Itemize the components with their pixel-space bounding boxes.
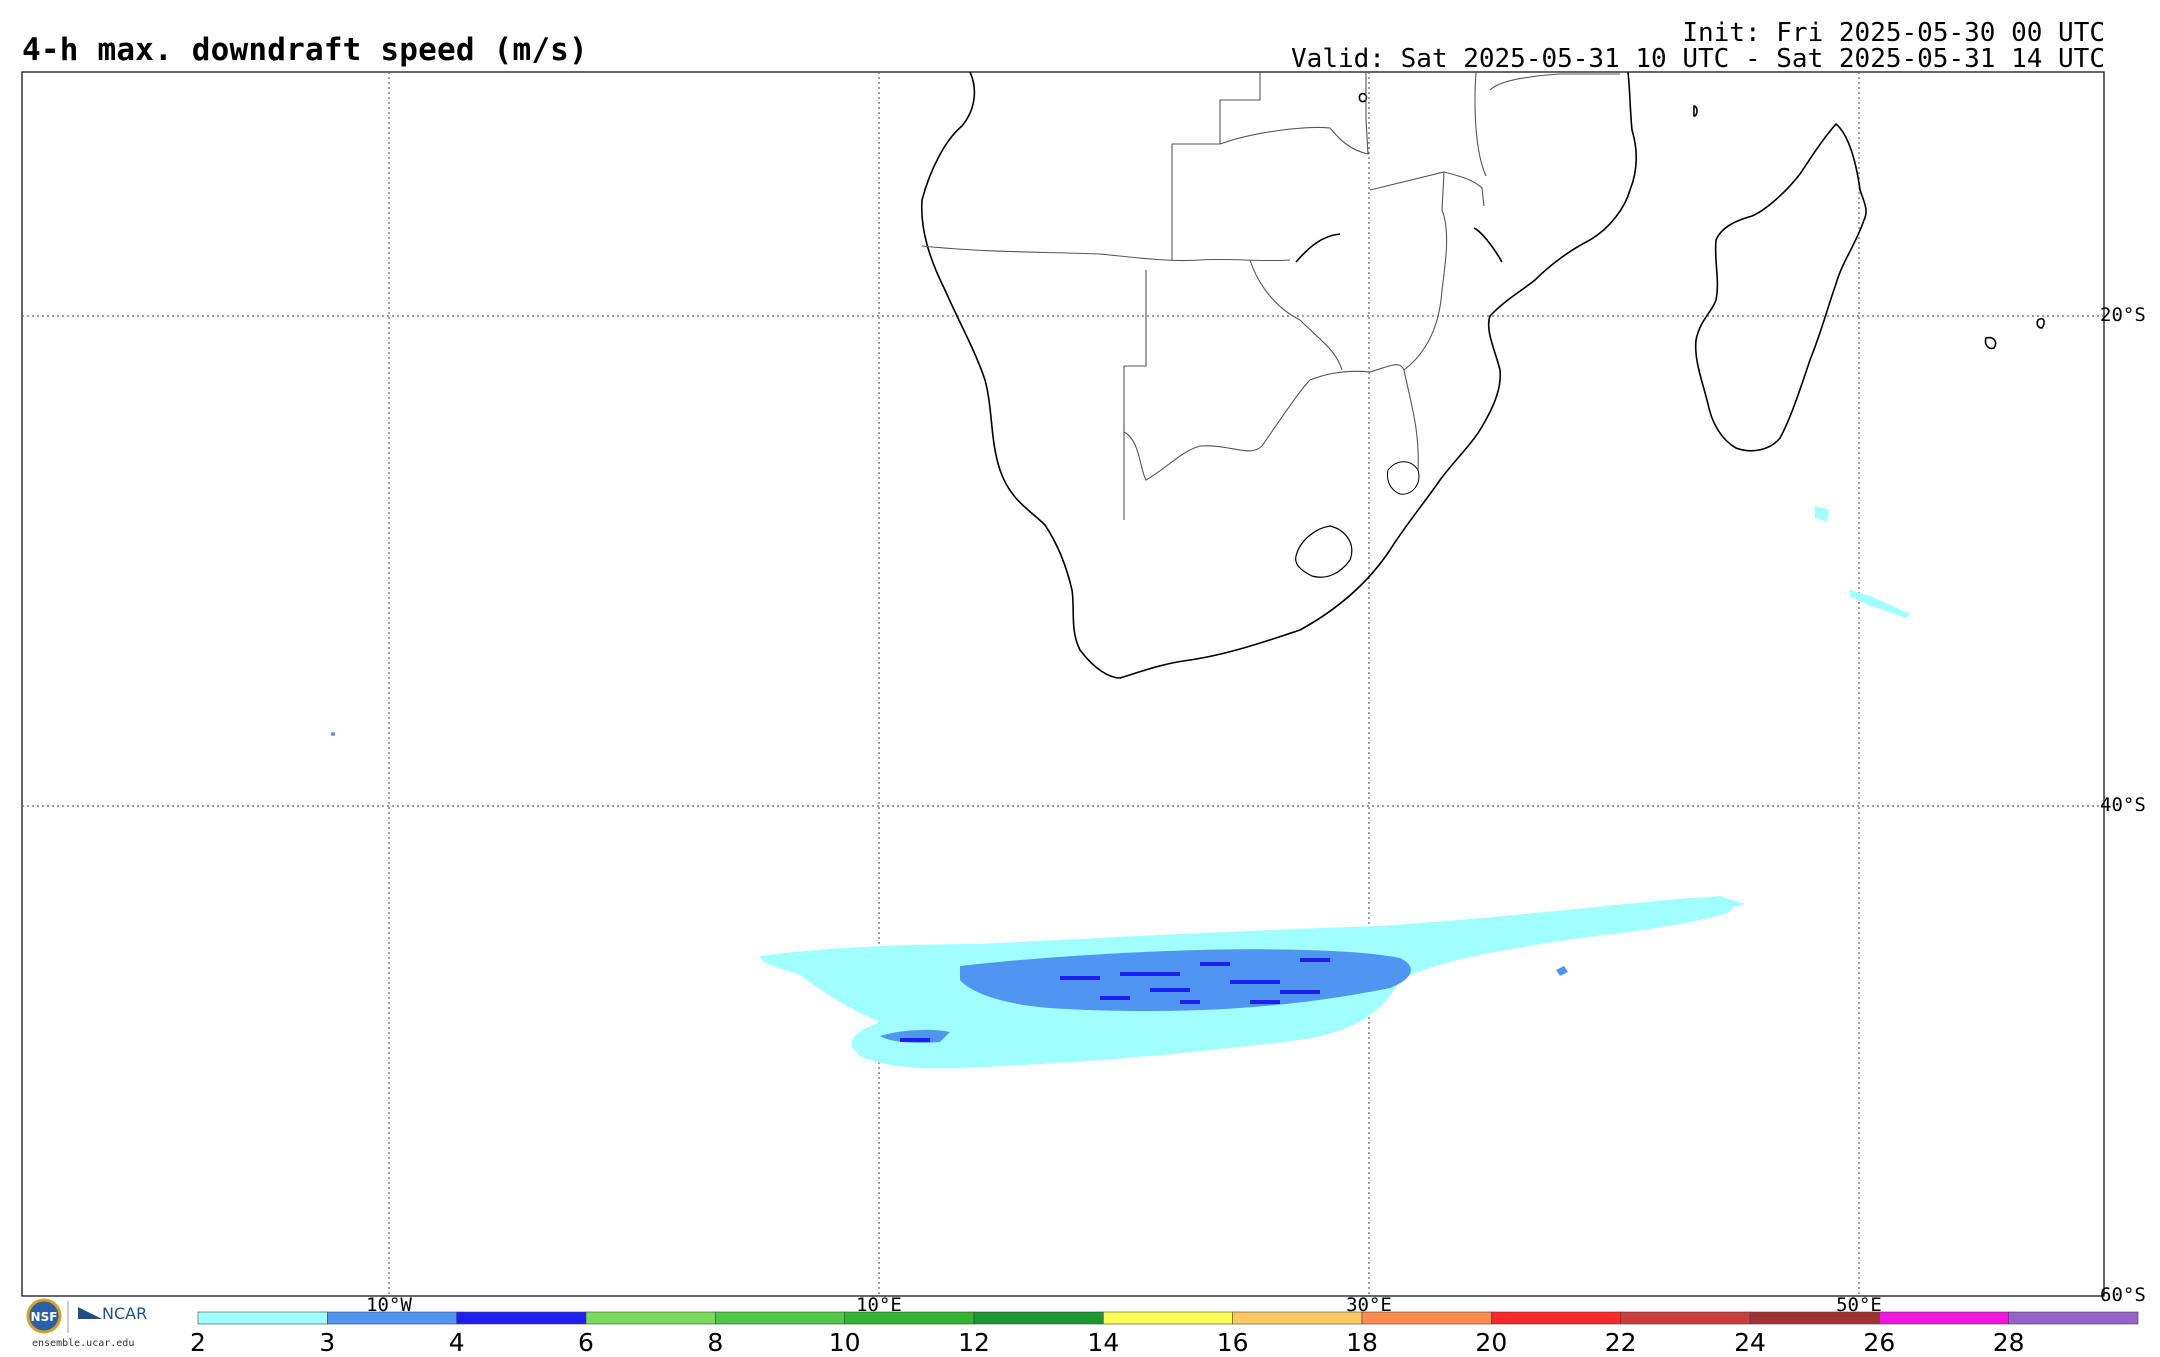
colorbar-swatch	[456, 1311, 587, 1325]
lesotho-border	[1295, 525, 1353, 578]
colorbar-swatch	[585, 1311, 716, 1325]
valid-time: Valid: Sat 2025-05-31 10 UTC - Sat 2025-…	[1291, 44, 2105, 74]
colorbar-tick-label: 2	[190, 1328, 206, 1357]
colorbar-tick-label: 3	[319, 1328, 336, 1357]
colorbar-tick-label: 22	[1604, 1328, 1637, 1357]
nsf-ncar-logo: NSF NCAR	[26, 1298, 147, 1334]
lat-label-60s: 60°S	[2100, 1284, 2146, 1306]
page-title: 4-h max. downdraft speed (m/s)	[22, 32, 588, 68]
lake-victoria-area	[1358, 92, 1368, 103]
colorbar-swatch	[2008, 1311, 2139, 1325]
colorbar-tick-label: 12	[958, 1328, 990, 1357]
forecast-times: Init: Fri 2025-05-30 00 UTC Valid: Sat 2…	[1291, 20, 2105, 72]
downdraft-region-3-4-b	[880, 1029, 950, 1043]
colorbar-tick-label: 20	[1475, 1328, 1508, 1357]
colorbar-tick-label: 28	[1992, 1328, 2025, 1357]
logo-url: ensemble.ucar.edu	[32, 1338, 135, 1349]
colorbar	[197, 1311, 2139, 1325]
lake-malawi	[1473, 227, 1503, 263]
colorbar-tick-label: 18	[1346, 1328, 1378, 1357]
coastlines	[920, 71, 2045, 679]
colorbar-swatch	[1879, 1311, 2009, 1325]
colorbar-tick-label: 16	[1216, 1328, 1249, 1357]
graticule	[22, 72, 2104, 1296]
downdraft-region-3-4	[960, 949, 1411, 1011]
eswatini-border	[1387, 461, 1420, 495]
lat-label-20s: 20°S	[2100, 304, 2146, 326]
colorbar-tick-label: 24	[1734, 1328, 1766, 1357]
init-time: Init: Fri 2025-05-30 00 UTC	[1682, 18, 2105, 48]
colorbar-swatch	[1103, 1311, 1233, 1325]
downdraft-spot	[331, 732, 335, 736]
colorbar-swatch	[197, 1311, 328, 1325]
lon-label-10w: 10°W	[366, 1294, 412, 1316]
map-frame	[21, 71, 2105, 1297]
zambezi-lake	[1295, 233, 1341, 263]
colorbar-swatch	[715, 1311, 845, 1325]
lon-label-30e: 30°E	[1346, 1294, 1392, 1316]
africa-coastline	[920, 71, 1638, 679]
colorbar-tick-label: 14	[1087, 1328, 1120, 1357]
colorbar-tick-label: 6	[578, 1328, 594, 1357]
colorbar-swatch	[1620, 1311, 1751, 1325]
colorbar-swatch	[1749, 1311, 1880, 1325]
colorbar-swatch	[973, 1311, 1104, 1325]
comoros	[1693, 105, 1698, 117]
mauritius	[1984, 336, 1997, 350]
downdraft-region-2-3-tail	[1560, 896, 1745, 934]
colorbar-tick-label: 8	[707, 1328, 724, 1357]
logo-area: NSF NCAR	[22, 1297, 162, 1347]
svg-text:NSF: NSF	[31, 1310, 58, 1324]
colorbar-tick-label: 4	[448, 1328, 465, 1357]
colorbar-tick-label: 10	[828, 1328, 861, 1357]
country-borders	[921, 71, 1620, 520]
downdraft-region-4-6	[900, 958, 1330, 1042]
reunion	[2036, 317, 2045, 329]
colorbar-swatch	[1232, 1311, 1363, 1325]
lon-label-50e: 50°E	[1836, 1294, 1882, 1316]
colorbar-tick-label: 26	[1863, 1328, 1896, 1357]
colorbar-swatch	[1491, 1311, 1621, 1325]
downdraft-spot-madagascar-2	[1850, 590, 1910, 618]
downdraft-spot-east	[1556, 966, 1568, 976]
colorbar-swatch	[1361, 1311, 1492, 1325]
colorbar-swatch	[327, 1311, 457, 1325]
colorbar-swatch	[844, 1311, 975, 1325]
svg-text:NCAR: NCAR	[102, 1304, 147, 1323]
lat-label-40s: 40°S	[2100, 794, 2146, 816]
madagascar	[1694, 123, 1867, 452]
downdraft-spot-madagascar	[1815, 506, 1829, 522]
downdraft-field	[331, 506, 1910, 1069]
lon-label-10e: 10°E	[856, 1294, 902, 1316]
